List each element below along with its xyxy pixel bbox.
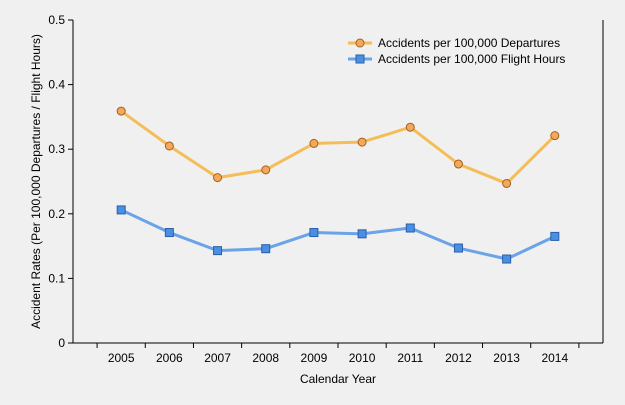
x-tick-label: 2006: [156, 351, 183, 365]
data-point: [261, 244, 271, 254]
legend-marker: [355, 38, 365, 48]
data-point: [453, 243, 463, 253]
data-point: [405, 122, 415, 132]
x-tick-label: 2012: [445, 351, 472, 365]
y-tick-label: 0.4: [48, 78, 65, 92]
data-point: [502, 178, 512, 188]
data-point: [164, 228, 174, 238]
data-point: [550, 231, 560, 241]
data-point: [453, 159, 463, 169]
data-point: [116, 205, 126, 215]
data-point: [550, 131, 560, 141]
series-line-1: [120, 109, 556, 185]
x-tick-label: 2009: [301, 351, 328, 365]
x-axis-label: Calendar Year: [300, 372, 376, 386]
data-point: [502, 254, 512, 264]
data-point: [213, 246, 223, 256]
data-point: [116, 106, 126, 116]
data-point: [309, 228, 319, 238]
x-tick-label: 2007: [204, 351, 231, 365]
x-tick-label: 2005: [108, 351, 135, 365]
y-tick-label: 0.5: [48, 13, 65, 27]
x-tick-label: 2013: [493, 351, 520, 365]
y-tick-label: 0: [58, 336, 65, 350]
data-point: [164, 141, 174, 151]
legend-marker: [355, 54, 365, 64]
data-point: [405, 223, 415, 233]
x-axis-ticks: 2005 2006 2007 2008 2009 2010 2011 2012 2013 2014: [96, 343, 580, 365]
y-tick-label: 0.3: [48, 142, 65, 156]
data-point: [213, 173, 223, 183]
data-point: [261, 165, 271, 175]
legend-label: Accidents per 100,000 Departures: [378, 36, 560, 50]
data-point: [309, 138, 319, 148]
y-axis-label: Accident Rates (Per 100,000 Departures /…: [29, 34, 43, 329]
chart-axes: [72, 20, 604, 344]
x-tick-label: 2014: [541, 351, 568, 365]
legend-label: Accidents per 100,000 Flight Hours: [378, 52, 565, 66]
legend: Accidents per 100,000 Departures Accident…: [348, 36, 565, 66]
x-tick-label: 2008: [252, 351, 279, 365]
series-line-2: [120, 208, 556, 261]
x-tick-label: 2011: [397, 351, 423, 365]
data-point: [357, 229, 367, 239]
y-tick-label: 0.1: [48, 271, 65, 285]
data-point: [357, 137, 367, 147]
x-tick-label: 2010: [349, 351, 376, 365]
y-axis-ticks: 0 0.1 0.2 0.3 0.4 0.5: [48, 13, 73, 350]
series-layer: [116, 106, 560, 264]
y-tick-label: 0.2: [48, 207, 65, 221]
